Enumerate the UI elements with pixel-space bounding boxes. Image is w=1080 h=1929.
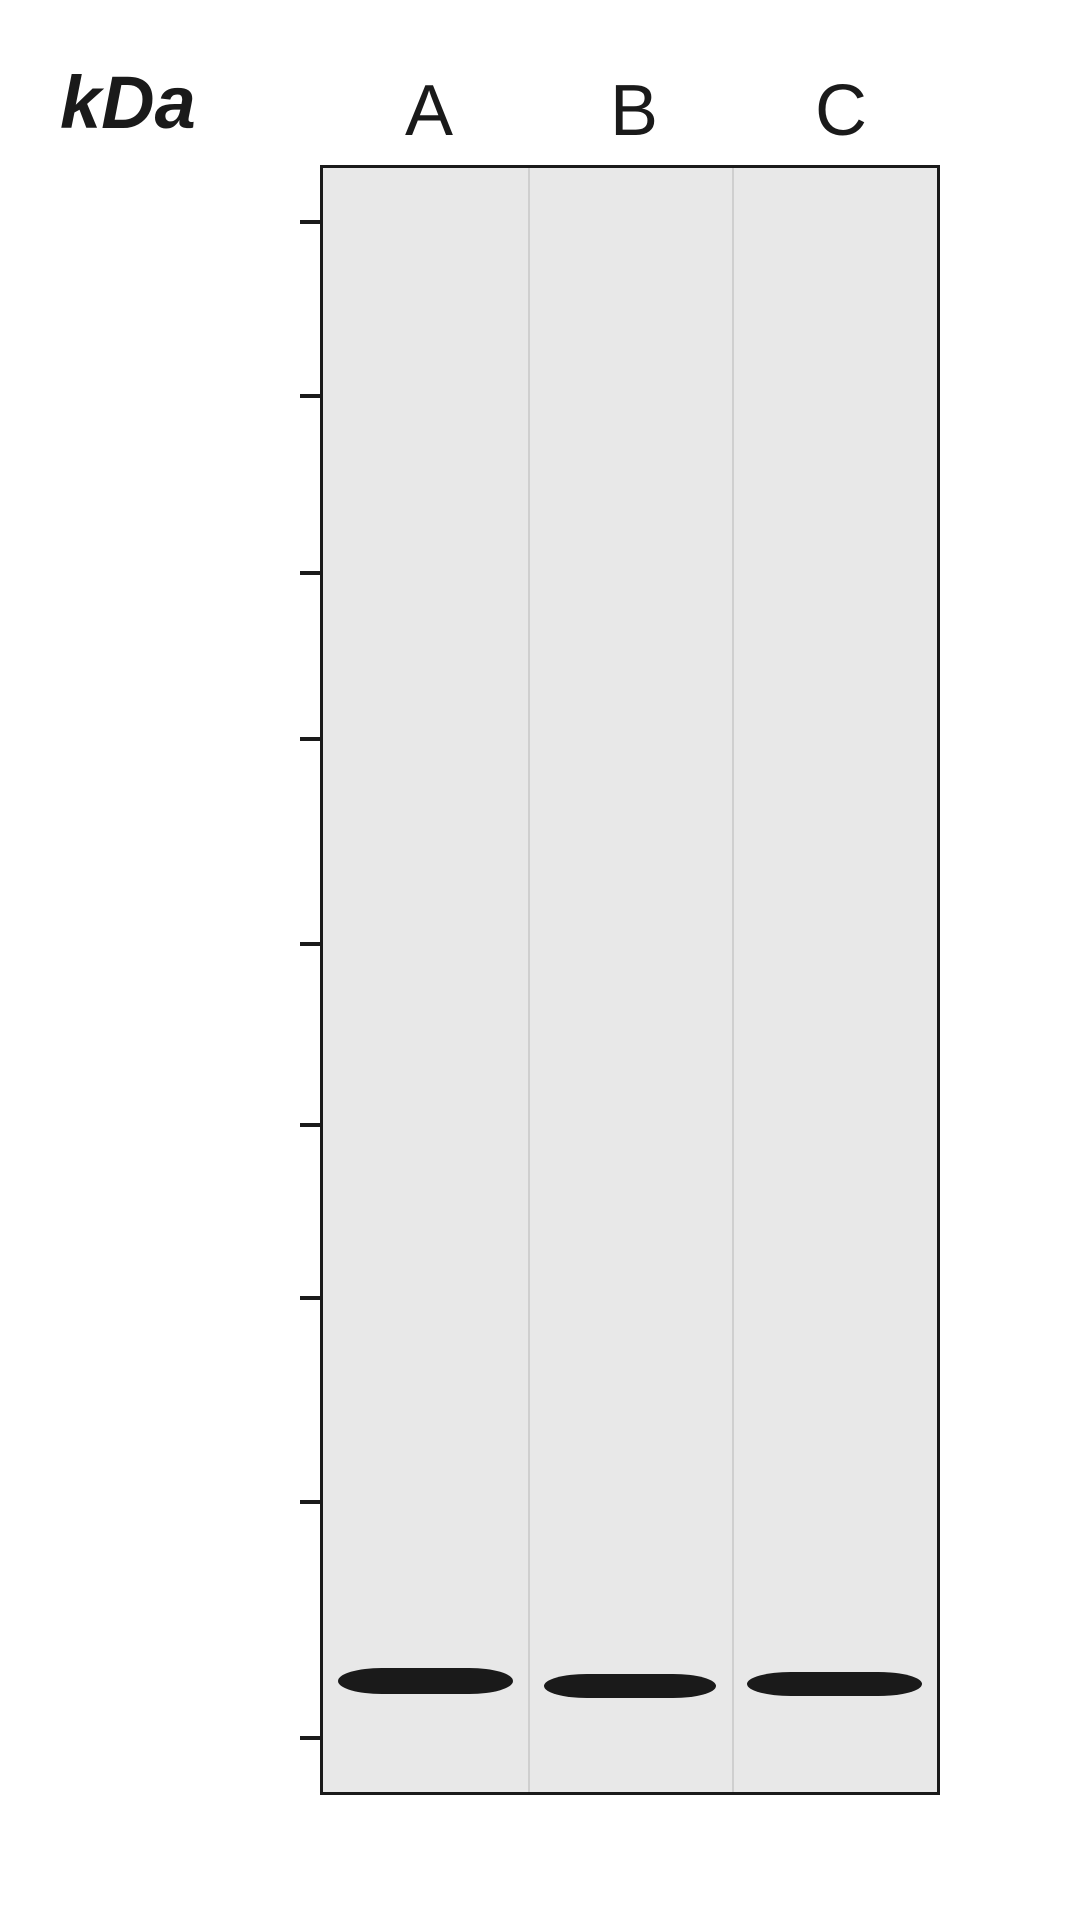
y-tick-mark [300,571,320,575]
band-lane-c [747,1672,922,1696]
lane-label-c: C [815,70,867,152]
lane-label-a: A [405,70,453,152]
y-tick-mark [300,1500,320,1504]
y-tick-mark [300,394,320,398]
y-tick-mark [300,942,320,946]
y-tick-mark [300,1736,320,1740]
y-tick-mark [300,1296,320,1300]
lane-label-b: B [610,70,658,152]
y-tick-mark [300,1123,320,1127]
lane-divider-2 [732,168,734,1792]
western-blot-figure: kDa A B C 200 140 100 80 60 50 40 30 20 [0,0,1080,1929]
header-row: kDa A B C [0,30,1080,130]
blot-membrane [320,165,940,1795]
band-lane-a [338,1668,513,1694]
band-lane-b [544,1674,716,1698]
y-tick-mark [300,220,320,224]
y-tick-mark [300,737,320,741]
lane-divider-1 [528,168,530,1792]
axis-unit-label: kDa [60,60,196,145]
